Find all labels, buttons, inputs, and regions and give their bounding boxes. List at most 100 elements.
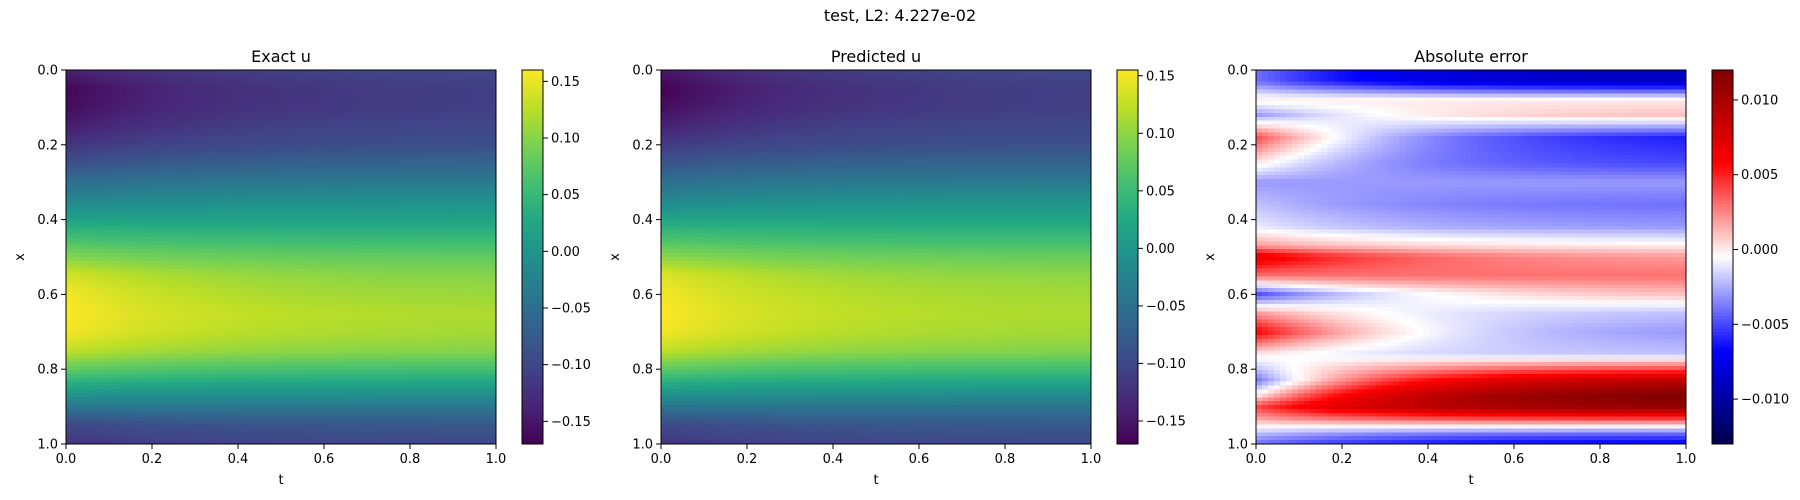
heatmap-cell	[460, 164, 467, 169]
heatmap-cell	[406, 315, 413, 320]
heatmap-cell	[66, 105, 73, 110]
heatmap-cell	[108, 202, 115, 207]
heatmap-cell	[466, 214, 473, 219]
heatmap-cell	[317, 183, 324, 188]
heatmap-cell	[335, 93, 342, 98]
heatmap-cell	[90, 304, 97, 309]
heatmap-cell	[263, 312, 270, 317]
heatmap-cell	[460, 304, 467, 309]
heatmap-cell	[257, 222, 264, 227]
heatmap-cell	[424, 226, 431, 231]
heatmap-cell	[400, 245, 407, 250]
heatmap-cell	[269, 144, 276, 149]
heatmap-cell	[323, 195, 330, 200]
heatmap-cell	[245, 70, 252, 75]
heatmap-cell	[120, 230, 127, 235]
heatmap-cell	[293, 156, 300, 161]
heatmap-cell	[484, 319, 491, 324]
heatmap-cell	[472, 241, 479, 246]
heatmap-cell	[108, 273, 115, 278]
heatmap-cell	[126, 222, 133, 227]
heatmap-cell	[114, 97, 121, 102]
heatmap-cell	[389, 276, 396, 281]
heatmap-cell	[341, 70, 348, 75]
heatmap-cell	[144, 156, 151, 161]
heatmap-cell	[305, 210, 312, 215]
heatmap-cell	[400, 241, 407, 246]
heatmap-cell	[359, 300, 366, 305]
heatmap-cell	[418, 335, 425, 340]
heatmap-cell	[341, 214, 348, 219]
heatmap-cell	[311, 191, 318, 196]
heatmap-cell	[221, 234, 228, 239]
heatmap-cell	[335, 331, 342, 336]
heatmap-cell	[406, 323, 413, 328]
heatmap-cell	[317, 121, 324, 126]
heatmap-cell	[203, 74, 210, 79]
heatmap-cell	[412, 323, 419, 328]
heatmap-cell	[168, 171, 175, 176]
heatmap-cell	[209, 249, 216, 254]
heatmap-cell	[478, 136, 485, 141]
heatmap-cell	[293, 183, 300, 188]
heatmap-cell	[191, 300, 198, 305]
heatmap-cell	[102, 308, 109, 313]
heatmap-cell	[174, 214, 181, 219]
heatmap-cell	[311, 187, 318, 192]
heatmap-cell	[311, 136, 318, 141]
heatmap-cell	[221, 218, 228, 223]
heatmap-cell	[412, 304, 419, 309]
heatmap-cell	[120, 269, 127, 274]
heatmap-cell	[144, 339, 151, 344]
heatmap-cell	[191, 280, 198, 285]
heatmap-cell	[472, 117, 479, 122]
heatmap-cell	[472, 156, 479, 161]
heatmap-cell	[168, 97, 175, 102]
heatmap-cell	[221, 261, 228, 266]
heatmap-cell	[442, 253, 449, 258]
heatmap-cell	[412, 191, 419, 196]
heatmap-cell	[347, 304, 354, 309]
heatmap-cell	[347, 245, 354, 250]
heatmap-cell	[191, 82, 198, 87]
heatmap-cell	[90, 202, 97, 207]
heatmap-cell	[478, 78, 485, 83]
heatmap-cell	[90, 82, 97, 87]
heatmap-cell	[174, 280, 181, 285]
heatmap-cell	[227, 323, 234, 328]
heatmap-cell	[215, 191, 222, 196]
heatmap-cell	[484, 230, 491, 235]
heatmap-cell	[400, 144, 407, 149]
heatmap-cell	[114, 86, 121, 91]
heatmap-cell	[233, 152, 240, 157]
heatmap-cell	[466, 160, 473, 165]
heatmap-cell	[72, 101, 79, 106]
heatmap-cell	[102, 82, 109, 87]
heatmap-cell	[341, 74, 348, 79]
heatmap-cell	[430, 97, 437, 102]
heatmap-cell	[221, 167, 228, 172]
heatmap-cell	[317, 312, 324, 317]
heatmap-cell	[144, 265, 151, 270]
heatmap-cell	[144, 280, 151, 285]
heatmap-cell	[72, 292, 79, 297]
heatmap-cell	[114, 136, 121, 141]
heatmap-cell	[347, 179, 354, 184]
heatmap-cell	[406, 253, 413, 258]
heatmap-cell	[227, 230, 234, 235]
heatmap-cell	[329, 265, 336, 270]
heatmap-cell	[162, 78, 169, 83]
heatmap-cell	[377, 284, 384, 289]
heatmap-cell	[251, 230, 258, 235]
heatmap-cell	[114, 105, 121, 110]
heatmap-cell	[394, 144, 401, 149]
heatmap-cell	[442, 167, 449, 172]
heatmap-cell	[406, 136, 413, 141]
heatmap-cell	[323, 82, 330, 87]
heatmap-cell	[377, 70, 384, 75]
heatmap-cell	[484, 167, 491, 172]
heatmap-cell	[287, 241, 294, 246]
heatmap-cell	[78, 323, 85, 328]
heatmap-cell	[317, 249, 324, 254]
heatmap-cell	[102, 105, 109, 110]
